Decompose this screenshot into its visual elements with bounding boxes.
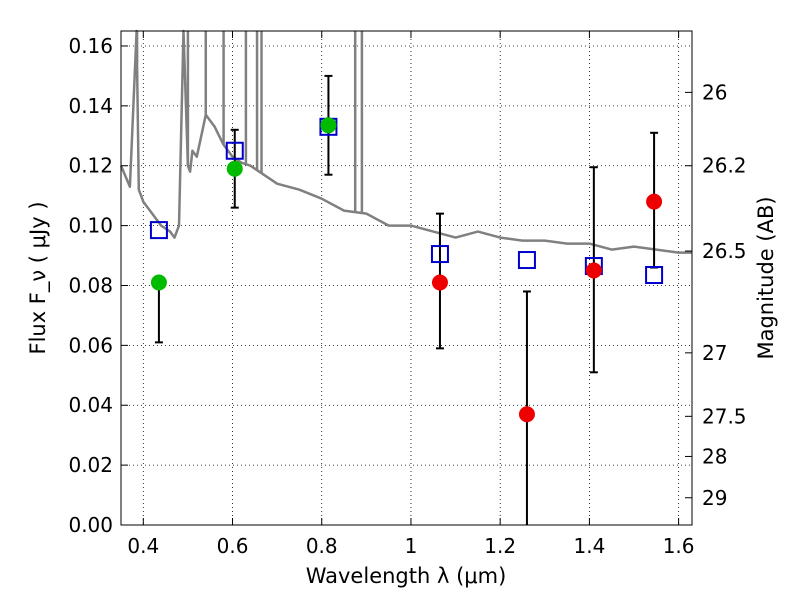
y2-tick-label: 27.5 [702, 404, 747, 428]
model-spectrum [119, 29, 692, 254]
y-tick-label: 0.00 [68, 513, 113, 537]
x-tick-label: 0.8 [306, 534, 338, 558]
observed-dot [585, 262, 602, 279]
y-tick-label: 0.14 [68, 94, 113, 118]
x-tick-label: 1 [405, 534, 418, 558]
model-square [645, 266, 664, 285]
y-tick-label: 0.10 [68, 214, 113, 238]
y-tick-label: 0.12 [68, 154, 113, 178]
observed-points [150, 117, 663, 423]
observed-dot [226, 160, 243, 177]
y2-tick-label: 28 [702, 444, 727, 468]
observed-dot [646, 193, 663, 210]
model-square [225, 141, 244, 160]
y2-axis-label: Magnitude (AB) [754, 196, 778, 359]
y2-tick-label: 29 [702, 486, 727, 510]
x-tick-label: 1.4 [573, 534, 605, 558]
plot-frame [120, 30, 693, 526]
y-tick-label: 0.04 [68, 393, 113, 417]
x-axis-ticks: 0.4 0.6 0.8 1 1.2 1.4 1.6 [127, 31, 695, 558]
y-tick-label: 0.16 [68, 34, 113, 58]
y-axis-ticks: 0.00 0.02 0.04 0.06 0.08 0.10 0.12 0.14 0.16 [68, 34, 128, 537]
observed-dot [320, 117, 337, 134]
y2-tick-label: 27 [702, 341, 727, 365]
observed-dot [518, 406, 535, 423]
model-points [149, 117, 664, 285]
x-tick-label: 1.6 [663, 534, 695, 558]
y2-tick-label: 26 [702, 80, 727, 104]
observed-dot [431, 274, 448, 291]
x-axis-label: Wavelength λ (μm) [306, 564, 507, 588]
model-square [517, 251, 536, 270]
observed-dot [150, 274, 167, 291]
y2-axis-ticks: 26 26.2 26.5 27 27.5 28 29 [685, 80, 747, 510]
y-tick-label: 0.08 [68, 273, 113, 297]
y-tick-label: 0.02 [68, 453, 113, 477]
x-tick-label: 1.2 [484, 534, 516, 558]
y-axis-label: Flux F_ν ( μJy ) [26, 201, 51, 354]
model-square [430, 245, 449, 264]
y2-tick-label: 26.2 [702, 154, 747, 178]
x-tick-label: 0.6 [217, 534, 249, 558]
x-tick-label: 0.4 [127, 534, 159, 558]
model-square [149, 221, 168, 240]
y2-tick-label: 26.5 [702, 239, 747, 263]
y-tick-label: 0.06 [68, 333, 113, 357]
